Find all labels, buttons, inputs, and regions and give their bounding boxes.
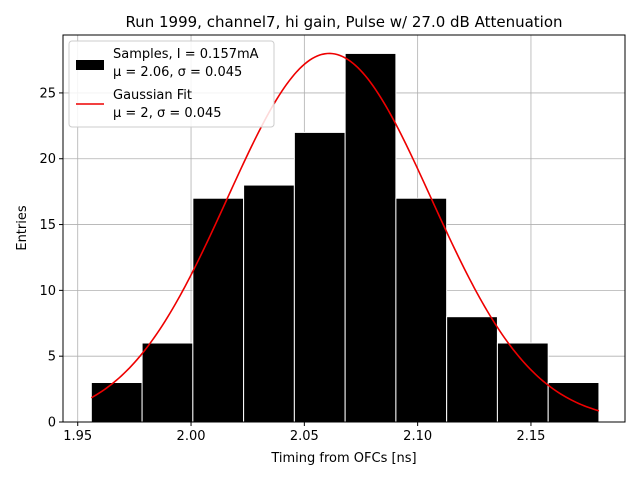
histogram-bar bbox=[141, 342, 194, 423]
y-axis-label: Entries bbox=[15, 205, 30, 251]
y-tick-label: 0 bbox=[48, 416, 56, 431]
x-tick-label: 1.95 bbox=[63, 429, 92, 444]
histogram-bar bbox=[192, 197, 245, 423]
chart-title: Run 1999, channel7, hi gain, Pulse w/ 27… bbox=[125, 13, 562, 31]
legend-box bbox=[68, 40, 275, 128]
plot-frame bbox=[62, 34, 626, 423]
y-axis-ticks: 0 5 10 15 20 25 bbox=[39, 86, 63, 431]
legend-samples-stats: μ = 2.06, σ = 0.045 bbox=[113, 65, 242, 80]
y-tick-label: 10 bbox=[39, 284, 56, 299]
x-axis-label: Timing from OFCs [ns] bbox=[270, 451, 416, 466]
x-tick-label: 2.05 bbox=[290, 429, 319, 444]
histogram-bar bbox=[344, 52, 397, 423]
x-tick-label: 2.10 bbox=[403, 429, 432, 444]
histogram-bar bbox=[293, 131, 346, 423]
y-tick-label: 25 bbox=[39, 86, 56, 101]
histogram-bar bbox=[446, 316, 498, 423]
legend-samples-swatch bbox=[76, 60, 104, 70]
gaussian-fit-line bbox=[90, 52, 600, 412]
y-tick-label: 15 bbox=[39, 218, 56, 233]
histogram-bar bbox=[395, 197, 448, 423]
histogram-bar bbox=[496, 342, 549, 423]
legend-fit-stats: μ = 2, σ = 0.045 bbox=[113, 106, 222, 121]
histogram-bar bbox=[243, 184, 295, 423]
y-tick-label: 20 bbox=[39, 152, 56, 167]
histogram-bar bbox=[90, 382, 143, 423]
gaussian-fit bbox=[90, 52, 600, 412]
y-tick-label: 5 bbox=[48, 350, 56, 365]
histogram-bar bbox=[547, 382, 600, 423]
histogram-bars bbox=[90, 52, 600, 423]
legend-samples-label: Samples, I = 0.157mA bbox=[113, 47, 259, 62]
x-tick-label: 2.15 bbox=[516, 429, 545, 444]
legend: Samples, I = 0.157mA μ = 2.06, σ = 0.045… bbox=[68, 40, 275, 128]
x-axis-ticks: 1.95 2.00 2.05 2.10 2.15 bbox=[63, 422, 545, 444]
legend-fit-label: Gaussian Fit bbox=[113, 88, 192, 103]
x-tick-label: 2.00 bbox=[177, 429, 206, 444]
